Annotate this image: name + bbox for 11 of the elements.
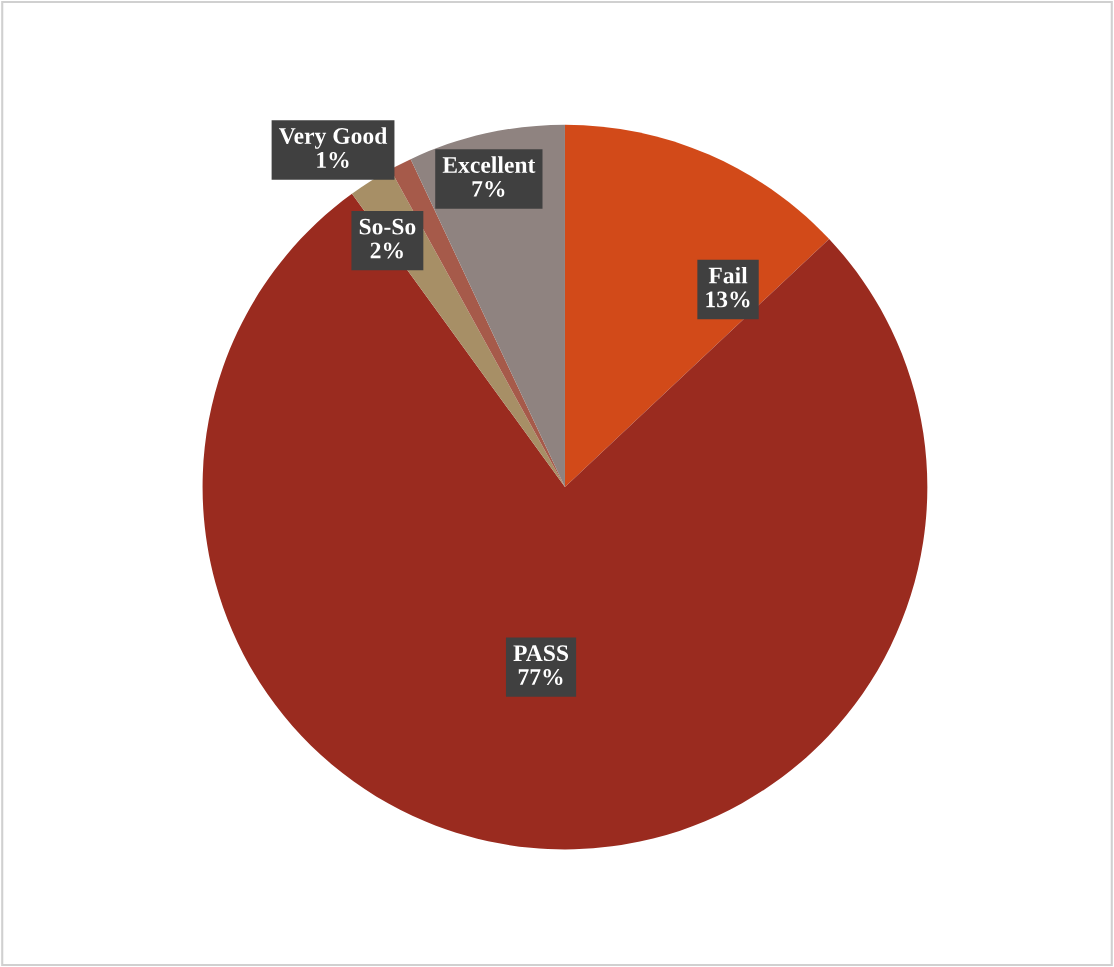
data-label: 77% <box>518 669 563 686</box>
data-label: 13% <box>706 291 750 308</box>
pie-slice <box>564 124 830 488</box>
data-label: 2% <box>370 242 403 259</box>
slice-label: Excellent <box>442 156 536 173</box>
slice-label: Fail <box>708 266 748 284</box>
slice-label: PASS <box>513 645 569 662</box>
slice-label: Very Good <box>278 127 388 149</box>
slice-label: So-So <box>359 218 416 235</box>
data-label: 1% <box>317 151 349 168</box>
data-label: 7% <box>472 180 505 197</box>
